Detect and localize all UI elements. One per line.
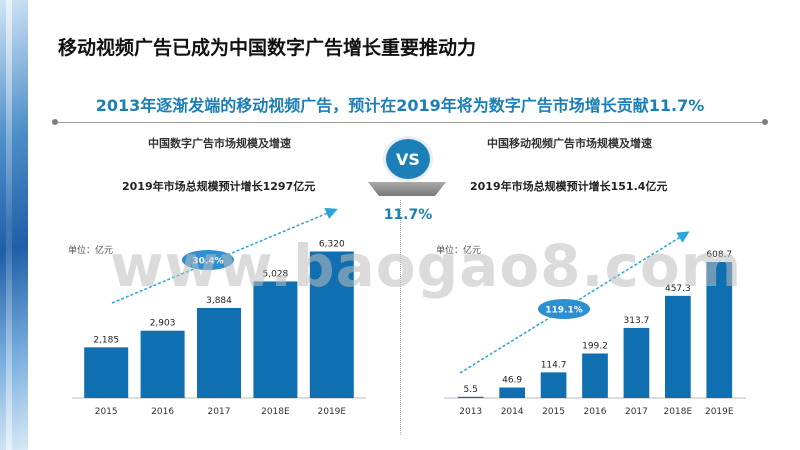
- growth-share: 11.7%: [383, 207, 433, 223]
- vs-ribbon: [368, 182, 446, 196]
- decorative-side-strip: [0, 0, 28, 450]
- value-label-2017: 313.7: [624, 316, 650, 326]
- bar-2015: [84, 347, 129, 398]
- tick-label-2017: 2017: [625, 407, 648, 417]
- tick-label-2015: 2015: [95, 407, 118, 417]
- right-chart-subtitle: 2019年市场总规模预计增长151.4亿元: [470, 180, 668, 193]
- bar-2016: [582, 353, 608, 398]
- divider: [52, 119, 768, 125]
- unit-label: 单位：亿元: [68, 244, 113, 256]
- headline: 2013年逐渐发端的移动视频广告，预计在2019年将为数字广告市场增长贡献11.…: [95, 96, 705, 115]
- bar-2014: [499, 387, 525, 398]
- tick-label-2019E: 2019E: [318, 407, 347, 417]
- bar-2016: [140, 330, 185, 398]
- unit-label: 单位：亿元: [436, 244, 481, 256]
- tick-label-2014: 2014: [501, 407, 524, 417]
- center-divider: [400, 200, 401, 435]
- value-label-2015: 114.7: [541, 360, 567, 370]
- left-chart-title: 中国数字广告市场规模及增速: [148, 137, 291, 150]
- bar-2017: [623, 327, 650, 398]
- left-chart-subtitle: 2019年市场总规模预计增长1297亿元: [122, 180, 316, 193]
- bar-2013: [457, 396, 484, 398]
- tick-label-2019E: 2019E: [705, 407, 734, 417]
- trend-arrow: [459, 231, 690, 374]
- tick-label-2018E: 2018E: [664, 407, 693, 417]
- growth-badge: [538, 299, 590, 319]
- right-chart-title: 中国移动视频广告市场规模及增速: [487, 137, 652, 150]
- growth-badge: [182, 250, 234, 270]
- value-label-2019E: 608.7: [706, 250, 732, 260]
- bar-2019E: [706, 261, 733, 398]
- value-label-2018E: 457.3: [665, 284, 691, 294]
- value-label-2018E: 5,028: [263, 269, 289, 279]
- value-label-2014: 46.9: [502, 376, 522, 386]
- tick-label-2016: 2016: [151, 407, 174, 417]
- growth-badge-label: 119.1%: [545, 306, 583, 316]
- tick-label-2016: 2016: [584, 407, 607, 417]
- tick-label-2013: 2013: [459, 407, 482, 417]
- bar-2019E: [309, 251, 354, 398]
- value-label-2016: 2,903: [150, 319, 176, 329]
- page-title: 移动视频广告已成为中国数字广告增长重要推动力: [58, 37, 477, 59]
- bar-2015: [540, 372, 567, 398]
- value-label-2015: 2,185: [93, 335, 119, 345]
- bar-2018E: [253, 281, 298, 398]
- value-label-2016: 199.2: [582, 341, 608, 351]
- growth-badge-label: 30.4%: [192, 257, 223, 267]
- bar-2017: [197, 307, 241, 398]
- value-label-2013: 5.5: [464, 385, 478, 395]
- tick-label-2017: 2017: [208, 407, 231, 417]
- tick-label-2018E: 2018E: [261, 407, 290, 417]
- value-label-2019E: 6,320: [319, 239, 345, 249]
- vs-badge: VS: [383, 136, 433, 182]
- tick-label-2015: 2015: [542, 407, 565, 417]
- left-bar-chart: 单位：亿元 2,185 2015 2,903 2016 3,884 2017 5,028 201…: [68, 207, 366, 417]
- right-bar-chart: 单位：亿元 5.5 2013 46.9 2014 114.7 2015 199.2 2016 31…: [436, 231, 746, 417]
- vs-label: VS: [396, 149, 420, 169]
- bar-2018E: [665, 295, 691, 398]
- value-label-2017: 3,884: [206, 296, 232, 306]
